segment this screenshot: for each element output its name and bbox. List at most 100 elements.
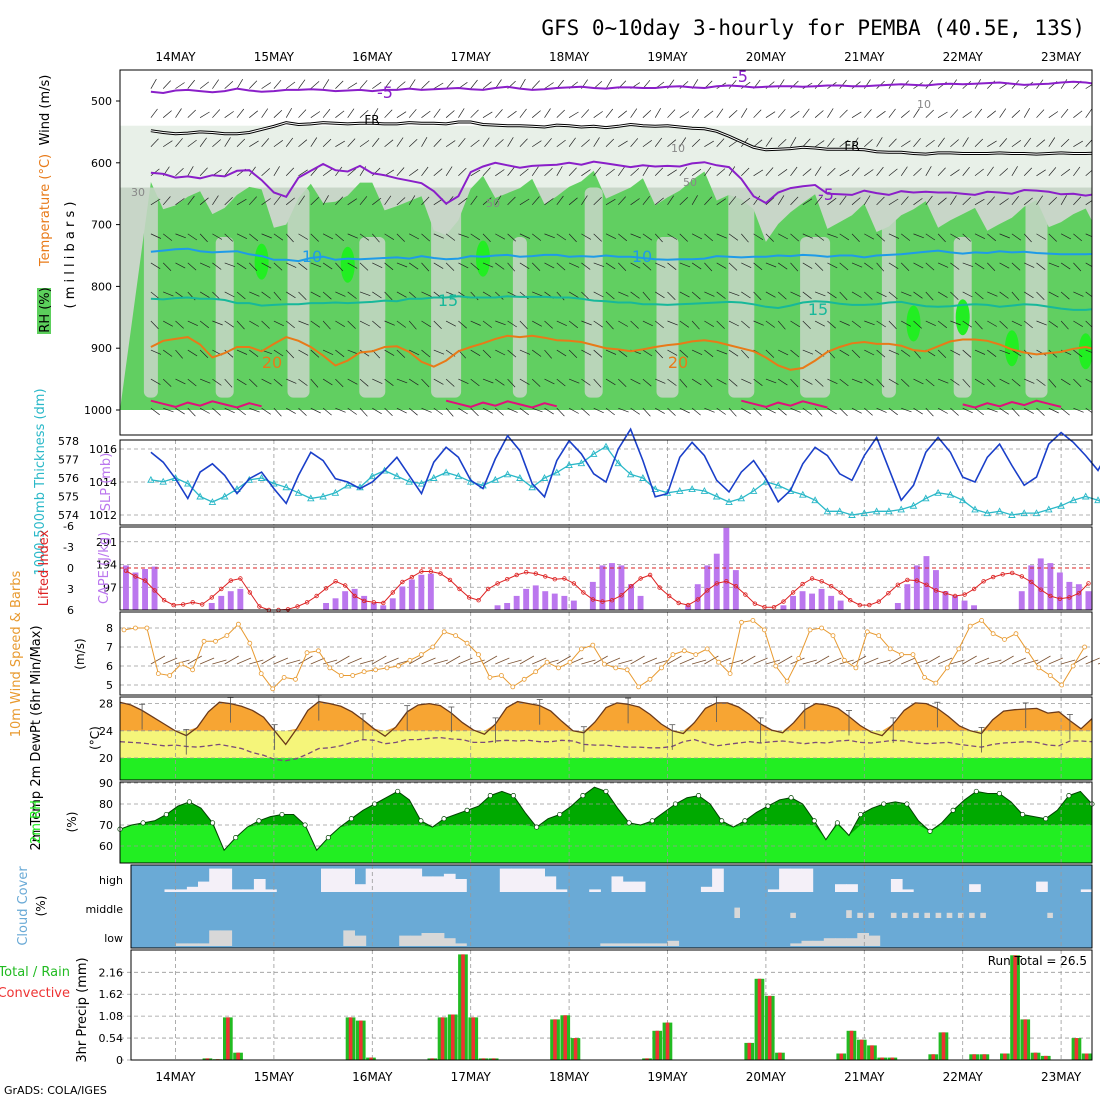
wind-barb [150,108,158,118]
wind-speed-point [498,673,504,678]
wind-barb [261,407,271,415]
wind-barb [236,108,245,118]
wind-barb [1073,233,1083,242]
wind-barb [408,407,418,416]
wind-barb [642,349,653,357]
wind-barb [433,262,444,269]
lifted-index-point [857,602,862,608]
surface-wind-barb [261,655,276,665]
high-cloud-bar [175,889,188,892]
lifted-index-point [743,592,748,597]
high-cloud-bar [432,876,445,892]
wind-barb [913,138,921,147]
wind-barb [1060,378,1071,386]
panel-y-labels: RH (%)Temperature (°C)Wind (m/s)( m i l … [0,75,114,1063]
lifted-index-point [152,588,157,593]
wind-barb [913,378,924,385]
wind-barb [593,111,603,118]
wind-tick-label: 5 [106,679,113,692]
wind-barb [765,137,773,147]
wind-barb [1060,168,1071,177]
wind-speed-point [213,638,218,644]
wind-barb [679,291,690,298]
wind-barb [814,378,824,387]
wind-barb [347,349,359,355]
rh-dry-streak [431,187,462,398]
rh2-point [534,824,540,830]
surface-wind-barb [310,657,325,665]
wind-barb [359,110,369,118]
wind-barb [445,378,455,387]
lifted-index-point [142,578,148,583]
wind-barb [765,407,776,414]
wind-barb [532,291,543,297]
wind-barb [642,166,649,176]
wind-barb [544,262,555,269]
cape-bar [780,605,787,610]
wind-barb [310,197,320,206]
wind-barb [236,233,248,240]
surface-wind-barb [470,659,485,665]
wind-barb [310,137,318,147]
high-cloud-bar [544,876,557,892]
thickness-point [282,483,290,491]
wind-barb [851,81,861,89]
thickness-point [343,481,352,489]
mid-cloud-bar [902,912,908,918]
lifted-index-point [867,602,872,608]
high-cloud-bar [376,868,389,892]
surface-wind-barb [741,655,756,665]
wind-barb [236,198,247,206]
wind-barb [1024,407,1034,414]
wind-barb [1011,233,1022,241]
rh2-tick-label: 60 [99,840,113,853]
thickness-point [1008,511,1016,518]
cape-bar [561,595,568,610]
wind-barb [445,110,455,118]
wind-barb [728,262,738,271]
wind-barb [212,291,221,300]
wind-barb [1048,167,1057,177]
wind-barb [212,79,219,89]
thickness-point [700,487,709,494]
wind-barb [519,138,528,147]
wind-barb [716,378,727,385]
wind-barb [175,108,182,118]
lifted-index-point [676,600,681,606]
surface-wind-barb [335,655,350,665]
wind-barb [802,349,814,355]
temperature-contours [150,80,1092,409]
wind-speed-point [384,665,390,671]
wind-barb [790,349,800,358]
high-cloud-bar [533,868,545,892]
wind-speed-point [121,627,127,633]
wind-barb [888,378,899,385]
wind-barb [421,196,430,206]
bottom-date-label: 15MAY [254,1070,295,1084]
top-date-label: 21MAY [844,50,885,64]
wind-barb [999,407,1009,415]
wind-barb [839,291,848,301]
wind-barb [408,138,418,147]
wind-barb [187,407,196,417]
wind-barb [261,138,270,147]
wind-barb [458,167,467,177]
contour-label: 20 [668,353,688,372]
wind-barb [236,378,247,386]
wind-barb [777,169,788,177]
wind-barb [1011,291,1020,301]
rh2-point [279,811,285,818]
thickness-point [749,487,758,494]
wind-barb [249,407,260,413]
wind-barb [175,198,185,206]
wind-barb [876,349,886,358]
wind-barb [876,291,887,298]
top-date-label: 19MAY [647,50,688,64]
precip-convective-bar [665,1022,670,1060]
surface-wind-barb [556,655,571,665]
wind-speed-point [979,618,984,623]
